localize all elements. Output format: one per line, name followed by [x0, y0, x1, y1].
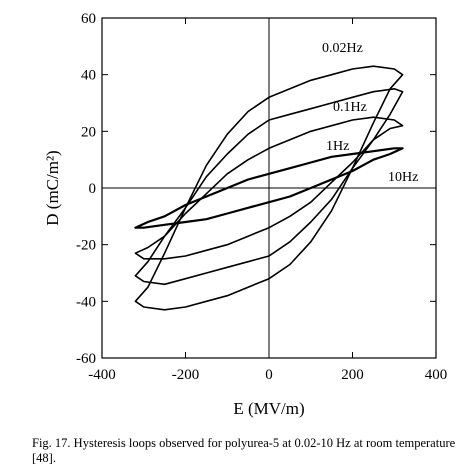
series-loop-10hz [134, 147, 404, 229]
x-tick-label: 200 [341, 367, 364, 383]
series-loop-1hz [134, 116, 404, 260]
series-layer [134, 65, 404, 311]
y-tick-label: 40 [81, 68, 96, 84]
x-tick-label: -200 [172, 367, 200, 383]
x-tick-label: 400 [425, 367, 448, 383]
y-axis-title: D (mC/m²) [43, 150, 62, 225]
y-tick-label: -20 [76, 238, 96, 254]
series-loop-0-02hz [134, 65, 404, 311]
y-tick-label: -60 [76, 351, 96, 367]
x-axis-title: E (MV/m) [233, 399, 304, 418]
annotation-0.1hz: 0.1Hz [333, 100, 367, 115]
annotation-1hz: 1Hz [326, 139, 349, 154]
y-tick-label: -40 [76, 294, 96, 310]
x-tick-label: -400 [88, 367, 116, 383]
y-tick-label: 60 [81, 11, 96, 27]
annotation-0.02hz: 0.02Hz [322, 41, 363, 56]
series-loop-0-1hz [134, 88, 404, 286]
y-tick-label: 20 [81, 124, 96, 140]
annotation-10hz: 10Hz [388, 170, 418, 185]
y-tick-label: 0 [89, 181, 97, 197]
figure-caption: Fig. 17. Hysteresis loops observed for p… [32, 436, 456, 465]
x-tick-label: 0 [265, 367, 273, 383]
